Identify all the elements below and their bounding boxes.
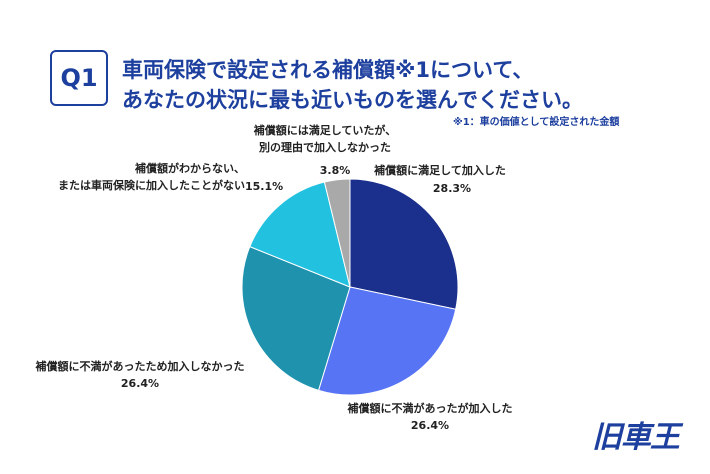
slice-label: 補償額には満足していたが、 別の理由で加入しなかった [253, 124, 397, 154]
slice-label: 補償額がわからない、 または車両保険に加入したことがない [58, 162, 245, 192]
slice-label: 補償額に満足して加入した [374, 164, 506, 177]
value-label: 26.4% [120, 377, 160, 390]
value-label: 3.8% [319, 164, 351, 177]
pie-slice [241, 245, 351, 391]
value-label: 28.3% [432, 182, 472, 195]
pie-slice [317, 286, 457, 396]
pie-slice [249, 181, 351, 288]
badge: Q1 [50, 50, 108, 106]
slice-label: 補償額に不満があったが加入した [347, 402, 513, 415]
slice-label: 補償額に不満があったため加入しなかった [35, 360, 245, 373]
title-line: 車両保険で設定される補償額※1について、 [122, 58, 534, 82]
note: ※1：車の価値として設定された金額 [453, 117, 620, 128]
title-line: あなたの状況に最も近いものを選んでください。 [122, 88, 583, 112]
logo: 旧車王 [592, 420, 680, 455]
pie-slice [323, 178, 351, 288]
pie-slice [349, 178, 459, 310]
value-label: 15.1% [245, 180, 284, 193]
value-label: 26.4% [410, 419, 450, 432]
